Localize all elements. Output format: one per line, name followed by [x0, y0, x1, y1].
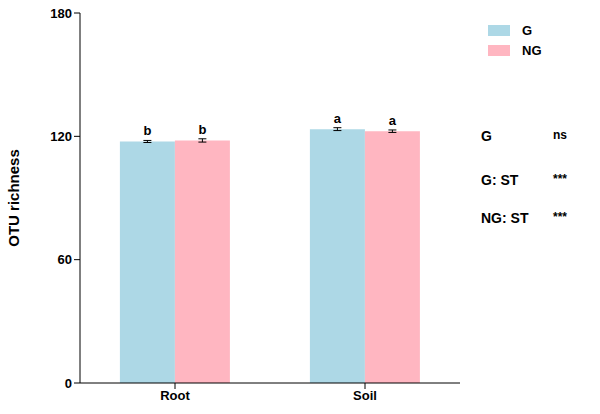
html-text:G: G — [481, 128, 492, 144]
html-text:NG: ST: NG: ST — [481, 210, 529, 226]
html-text:G: G — [522, 22, 533, 38]
svg-text:a: a — [389, 113, 397, 128]
svg-text:Root: Root — [160, 388, 190, 403]
html-text:G: ST: G: ST — [481, 172, 519, 188]
svg-text:Soil: Soil — [353, 388, 377, 403]
svg-text:b: b — [198, 122, 206, 137]
svg-text:180: 180 — [50, 6, 72, 21]
svg-text:b: b — [143, 123, 151, 138]
html-text:ns: ns — [553, 128, 567, 142]
svg-text:0: 0 — [65, 376, 72, 391]
svg-text:a: a — [334, 111, 342, 126]
svg-text:120: 120 — [50, 129, 72, 144]
html-text:NG: NG — [522, 42, 542, 58]
svg-text:OTU richness: OTU richness — [8, 149, 22, 247]
svg-text:60: 60 — [58, 252, 72, 267]
